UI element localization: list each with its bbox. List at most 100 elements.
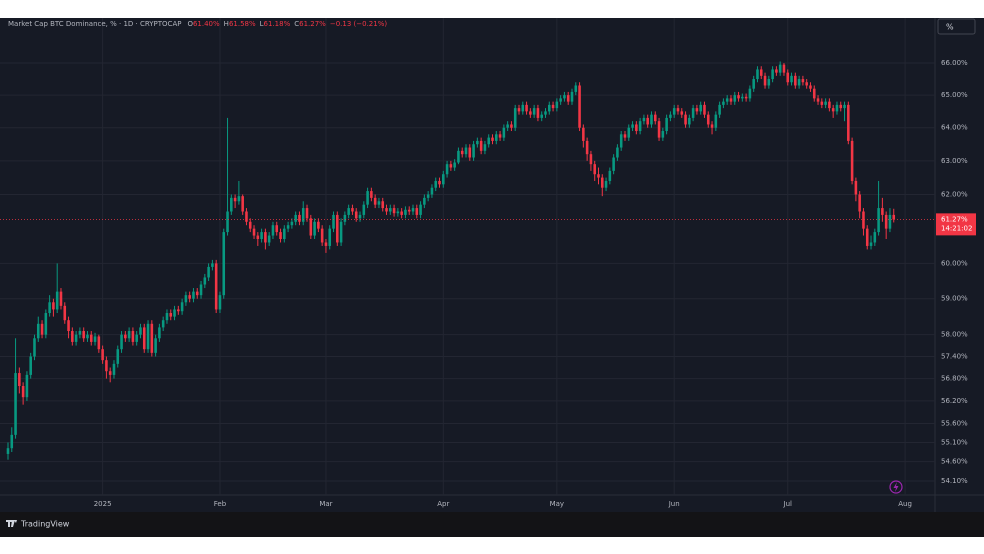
candle-body (63, 305, 67, 321)
candle-body (203, 277, 207, 285)
candle-body (430, 187, 434, 195)
candle-body (426, 194, 430, 198)
candle-body (733, 95, 737, 102)
candle-body (748, 88, 752, 99)
candle-body (381, 201, 385, 209)
y-tick-label: 63.00% (941, 157, 968, 165)
ohlc-key: O (187, 20, 193, 28)
candle-body (370, 191, 373, 198)
candle-body (752, 79, 755, 89)
candle-body (108, 371, 112, 375)
candle-body (101, 349, 104, 361)
candle-body (195, 291, 199, 296)
candle-body (317, 221, 320, 229)
candle-body (551, 104, 555, 109)
candle-body (529, 111, 532, 115)
candle-body (116, 349, 120, 364)
candle-body (729, 98, 733, 102)
candle-body (756, 69, 759, 80)
candles (0, 61, 935, 460)
candle-body (809, 85, 812, 89)
candle-body (476, 140, 479, 145)
ohlc-key: H (224, 20, 229, 28)
ohlc-key: L (260, 20, 264, 28)
last-price-box (936, 213, 976, 236)
candle-body (411, 208, 415, 212)
candle-body (703, 104, 706, 115)
candle-body (775, 69, 778, 73)
candle-body (865, 228, 869, 246)
scale-button[interactable] (937, 18, 976, 35)
candle-body (506, 124, 509, 128)
x-tick-label: Jul (783, 500, 793, 508)
candle-body (233, 197, 237, 202)
candle-body (642, 117, 646, 122)
y-tick-label: 55.60% (941, 419, 968, 427)
candle-body (301, 208, 305, 222)
ohlc-key: C (294, 20, 299, 28)
candle-body (597, 174, 600, 178)
candle-body (737, 95, 740, 99)
candle-body (339, 221, 343, 243)
candle-body (283, 228, 286, 240)
candle-body (124, 334, 127, 339)
candle-body (479, 140, 483, 151)
candle-body (165, 313, 169, 321)
y-tick-label: 55.10% (941, 438, 968, 446)
ohlc-value: 61.27% (299, 20, 326, 28)
candle-body (498, 134, 502, 138)
candle-body (86, 334, 89, 339)
candle-body (563, 95, 566, 99)
candle-body (680, 111, 684, 115)
candle-body (135, 334, 138, 342)
y-tick-label: 56.20% (941, 397, 968, 405)
scale-button-label[interactable]: % (946, 23, 954, 32)
candle-body (623, 134, 627, 138)
candle-body (483, 144, 487, 151)
candle-body (858, 194, 861, 212)
candle-body (812, 88, 816, 99)
candle-body (423, 197, 426, 205)
candle-body (218, 295, 222, 310)
candle-body (313, 221, 316, 236)
x-tick-label: Mar (319, 500, 332, 508)
candle-body (177, 309, 180, 312)
candle-body (332, 214, 335, 229)
y-tick-label: 59.00% (941, 295, 968, 303)
candle-body (824, 101, 827, 105)
candle-body (230, 197, 233, 212)
candle-body (794, 75, 797, 86)
candle-body (290, 221, 294, 226)
candle-body (6, 448, 10, 454)
candle-body (150, 323, 154, 353)
candle-body (44, 313, 48, 335)
candle-body (385, 208, 388, 212)
candle-body (691, 108, 695, 118)
candle-body (271, 225, 275, 236)
candle-body (604, 180, 608, 188)
candle-body (404, 209, 407, 215)
candle-body (884, 214, 888, 229)
candle-body (657, 121, 661, 138)
candle-body (154, 338, 157, 353)
ohlc-value: 61.58% (229, 20, 256, 28)
candle-body (710, 124, 714, 128)
candle-body (343, 214, 347, 222)
ohlc-value: 61.18% (264, 20, 291, 28)
candle-body (646, 117, 649, 125)
candle-body (214, 263, 218, 310)
candle-body (264, 232, 267, 243)
candle-body (532, 108, 536, 115)
candle-body (267, 235, 271, 243)
candle-body (105, 360, 108, 372)
alert-icon[interactable] (889, 480, 903, 494)
candle-body (275, 225, 279, 233)
candle-body (180, 302, 184, 312)
candle-body (627, 127, 631, 138)
y-tick-label: 62.00% (941, 190, 968, 198)
candle-body (169, 313, 173, 317)
candle-body (585, 140, 589, 155)
candle-body (407, 209, 411, 212)
candle-body (771, 69, 774, 80)
candle-body (241, 196, 244, 212)
